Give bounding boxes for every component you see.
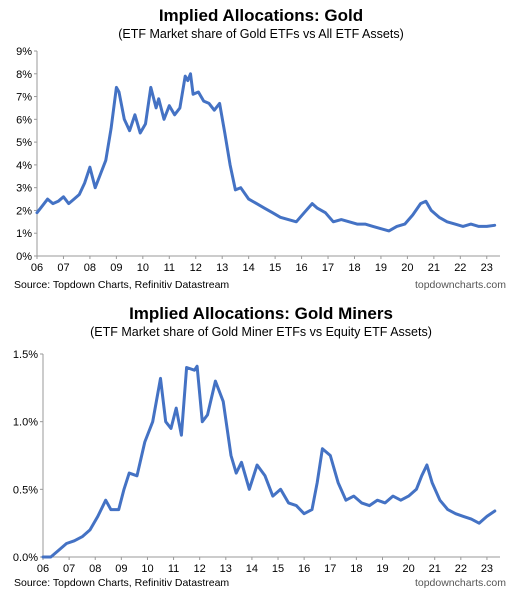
chart-source: Source: Topdown Charts, Refinitiv Datast…	[14, 279, 230, 291]
chart-subtitle: (ETF Market share of Gold ETFs vs All ET…	[118, 27, 404, 41]
gold-chart-panel: Implied Allocations: Gold (ETF Market sh…	[14, 6, 506, 291]
x-tick-label: 21	[429, 563, 441, 575]
chart-source: Source: Topdown Charts, Refinitiv Datast…	[14, 577, 230, 589]
x-tick-label: 09	[110, 262, 122, 274]
x-tick-label: 18	[350, 563, 362, 575]
x-tick-label: 18	[348, 262, 360, 274]
y-tick-label: 6%	[16, 114, 32, 126]
chart-subtitle: (ETF Market share of Gold Miner ETFs vs …	[90, 325, 432, 339]
x-tick-label: 20	[401, 262, 413, 274]
x-tick-label: 23	[481, 262, 493, 274]
x-tick-label: 17	[322, 262, 334, 274]
y-tick-label: 7%	[16, 92, 32, 104]
chart-watermark: topdowncharts.com	[414, 577, 506, 589]
x-tick-label: 21	[428, 262, 440, 274]
chart-title: Implied Allocations: Gold	[158, 6, 364, 25]
gold-miners-chart-plot: 0.0% 0.5% 1.0% 1.5% 06 07 08 09 10 11 12 13 14 15 16 17…	[13, 349, 500, 575]
x-tick-label: 08	[84, 262, 96, 274]
y-tick-label: 9%	[16, 46, 32, 58]
y-tick-label: 5%	[16, 137, 32, 149]
chart-watermark: topdowncharts.com	[414, 279, 506, 291]
x-tick-label: 19	[376, 563, 388, 575]
x-tick-label: 14	[246, 563, 258, 575]
x-tick-label: 06	[37, 563, 49, 575]
x-tick-label: 16	[295, 262, 307, 274]
x-tick-label: 23	[481, 563, 493, 575]
x-tick-label: 10	[141, 563, 153, 575]
x-tick-label: 12	[194, 563, 206, 575]
x-tick-label: 12	[190, 262, 202, 274]
x-tick-label: 07	[57, 262, 69, 274]
x-tick-label: 17	[324, 563, 336, 575]
y-tick-label: 0%	[16, 251, 32, 263]
x-tick-label: 15	[269, 262, 281, 274]
x-tick-label: 11	[168, 563, 179, 575]
y-tick-label: 1.5%	[13, 349, 38, 361]
x-tick-label: 07	[63, 563, 75, 575]
y-tick-label: 3%	[16, 183, 32, 195]
y-tick-label: 1.0%	[13, 417, 38, 429]
y-tick-label: 0.0%	[13, 552, 38, 564]
x-tick-label: 19	[375, 262, 387, 274]
gold-chart-plot: 0% 1% 2% 3% 4% 5% 6% 7% 8% 9% 06 07 08 09 10 11 12 13 14 15…	[16, 46, 500, 274]
x-tick-label: 09	[115, 563, 127, 575]
x-tick-label: 11	[164, 262, 175, 274]
series-line	[41, 364, 497, 559]
x-tick-label: 13	[216, 262, 228, 274]
chart-title: Implied Allocations: Gold Miners	[129, 304, 393, 323]
x-tick-label: 06	[31, 262, 43, 274]
x-tick-label: 08	[89, 563, 101, 575]
x-tick-label: 10	[137, 262, 149, 274]
x-tick-label: 22	[455, 563, 467, 575]
gold-miners-chart-panel: Implied Allocations: Gold Miners (ETF Ma…	[0, 298, 522, 596]
y-tick-label: 0.5%	[13, 484, 38, 496]
y-tick-label: 2%	[16, 205, 32, 217]
y-tick-label: 1%	[16, 228, 32, 240]
x-tick-label: 22	[454, 262, 466, 274]
x-tick-label: 16	[298, 563, 310, 575]
y-tick-label: 8%	[16, 69, 32, 81]
x-tick-label: 13	[220, 563, 232, 575]
series-line	[35, 72, 497, 233]
x-tick-label: 20	[402, 563, 414, 575]
x-tick-label: 14	[243, 262, 255, 274]
y-tick-label: 4%	[16, 160, 32, 172]
x-tick-label: 15	[272, 563, 284, 575]
